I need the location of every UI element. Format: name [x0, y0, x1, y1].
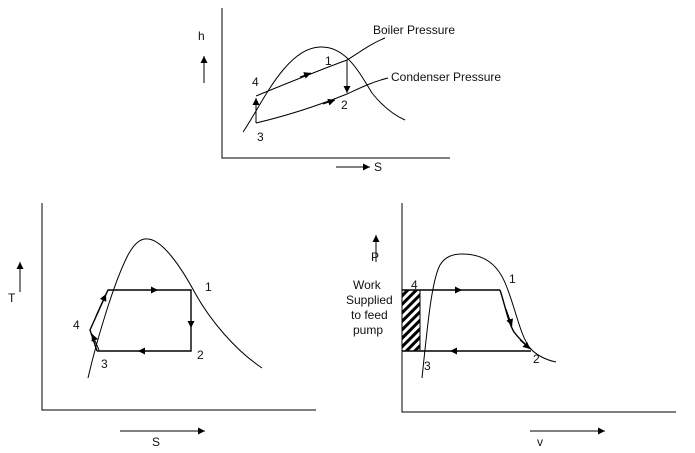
- hs-condenser-pressure-label: Condenser Pressure: [391, 70, 501, 84]
- pv-feed-pump-work-area: [401, 289, 421, 352]
- ts-cycle-path: [89, 289, 192, 352]
- ts-point-3-label: 3: [101, 357, 108, 371]
- hs-point-2-label: 2: [341, 98, 348, 112]
- ts-s-label: S: [152, 435, 160, 449]
- pv-point-3-label: 3: [424, 359, 431, 373]
- pv-annotation-line-3: to feed: [351, 308, 388, 322]
- pv-axes: [401, 203, 676, 413]
- hs-condenser-pressure-line: [255, 77, 389, 124]
- hs-boiler-pressure-label: Boiler Pressure: [373, 23, 455, 37]
- pv-p-label: P: [371, 250, 379, 264]
- hs-saturation-dome: [242, 46, 406, 133]
- pv-process-12-end-arrow: [519, 339, 531, 350]
- pv-annotation-line-1: Work: [353, 278, 382, 292]
- hs-diagram: h S Boiler Pressure Condenser Pressure 1…: [198, 8, 501, 174]
- hs-s-label: S: [374, 160, 382, 174]
- pv-v-label: v: [537, 435, 543, 449]
- hs-axes: [221, 8, 450, 159]
- ts-point-2-label: 2: [197, 348, 204, 362]
- pv-annotation-line-2: Supplied: [346, 293, 393, 307]
- ts-axes: [41, 203, 316, 411]
- ts-process-4-arrow: [95, 293, 107, 317]
- ts-process-34-arrow: [91, 333, 100, 351]
- ts-diagram: T S 1 2 3 4: [8, 203, 316, 449]
- hs-point-4-label: 4: [252, 75, 259, 89]
- hs-point-3-label: 3: [257, 130, 264, 144]
- hs-point-1-label: 1: [325, 54, 332, 68]
- ts-t-label: T: [8, 291, 16, 305]
- pv-process-12-arrow: [505, 308, 513, 327]
- ts-point-1-label: 1: [205, 280, 212, 294]
- pv-annotation-line-4: pump: [353, 323, 383, 337]
- pv-point-4-label: 4: [411, 278, 418, 292]
- hs-process-41-direction-arrow: [299, 72, 312, 79]
- pv-process-12-curve: [499, 289, 532, 350]
- pv-diagram: P v Work Supplied to feed pump 1 2 3 4: [346, 203, 676, 449]
- hs-h-label: h: [198, 29, 205, 43]
- pv-point-1-label: 1: [509, 272, 516, 286]
- pv-point-2-label: 2: [533, 352, 540, 366]
- hs-process-23-direction-arrow: [322, 98, 336, 106]
- pv-work-annotation: Work Supplied to feed pump: [346, 278, 393, 337]
- ts-point-4-label: 4: [73, 318, 80, 332]
- ts-saturation-dome: [87, 238, 263, 379]
